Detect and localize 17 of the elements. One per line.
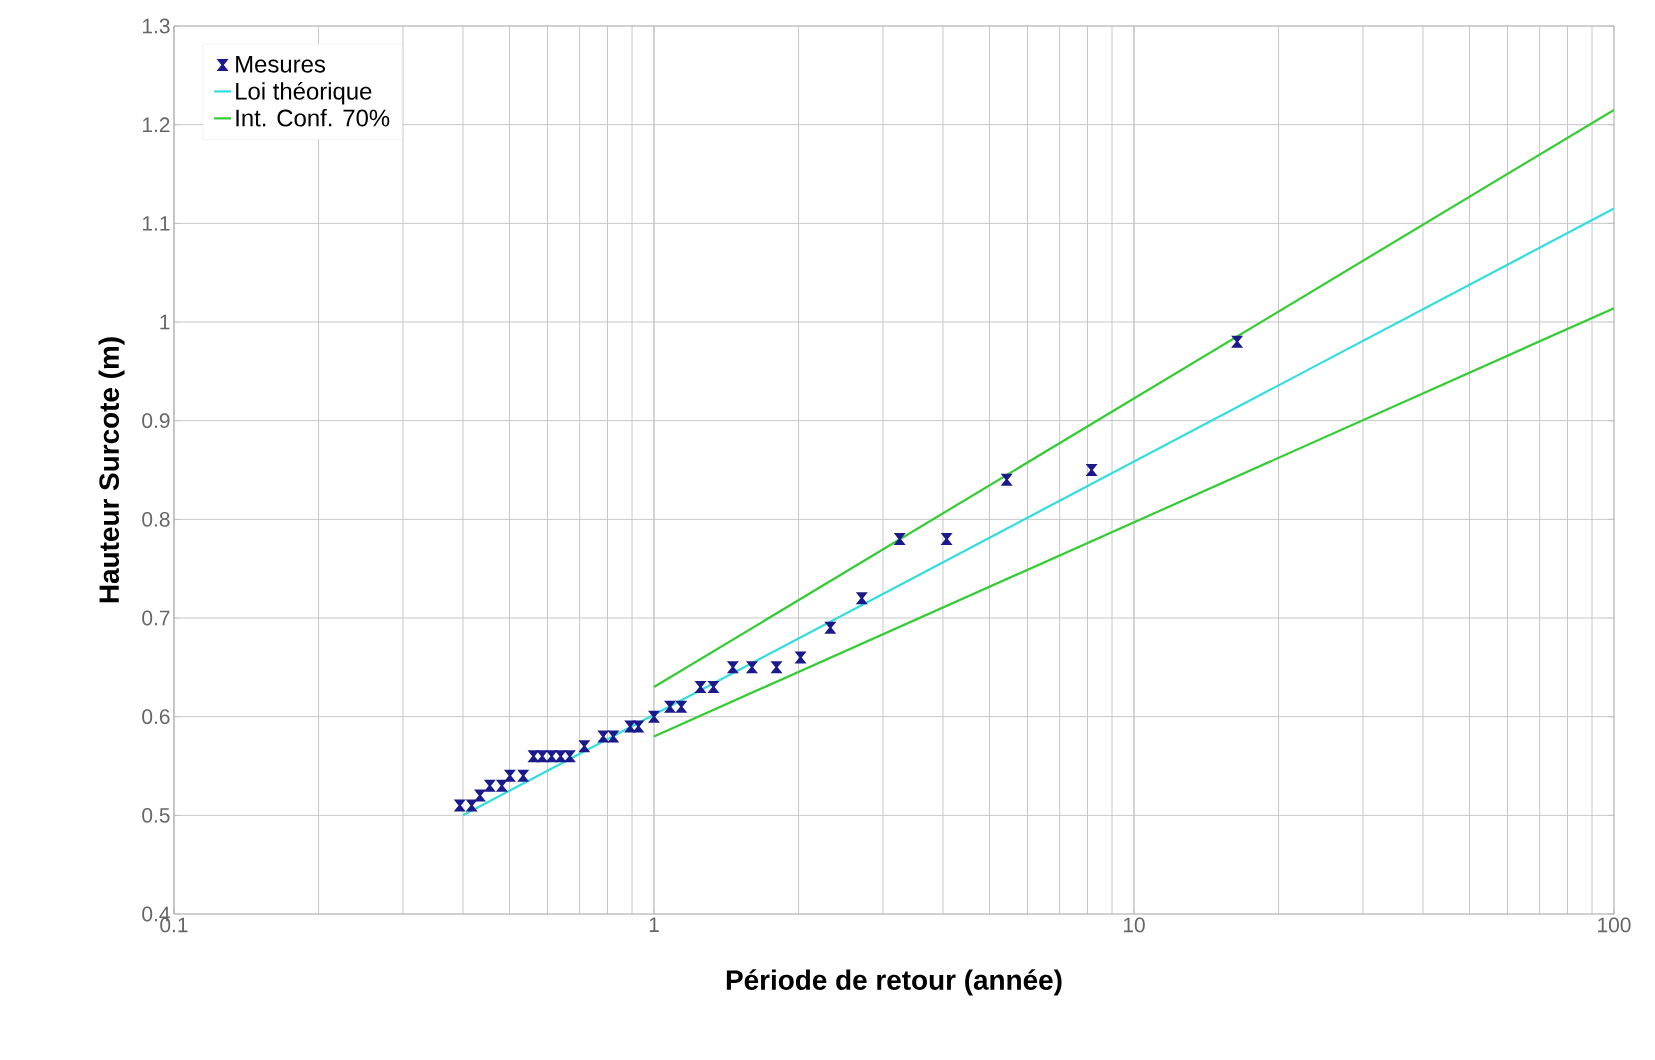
y-tick-label: 0.9 (142, 413, 170, 429)
y-tick-label: 1.2 (142, 117, 170, 132)
y-tick-label: 1.3 (142, 18, 170, 34)
y-tick-label: 0.6 (142, 709, 170, 725)
y-axis-title: Hauteur Surcote (m) (98, 337, 125, 603)
legend-label: Loi théorique (236, 81, 372, 105)
x-tick-label: 100 (1598, 917, 1631, 933)
x-tick-label: 1 (649, 917, 659, 932)
y-tick-label: 0.8 (142, 511, 170, 527)
y-tick-label: 1 (160, 314, 170, 330)
x-axis-title: Période de retour (année) (726, 969, 1062, 996)
y-tick-label: 0.5 (142, 807, 170, 823)
legend-label: Int. Conf. 70% (236, 108, 390, 127)
y-tick-label: 1.1 (142, 216, 170, 231)
y-tick-label: 0.7 (142, 610, 170, 626)
x-tick-label: 10 (1123, 917, 1145, 933)
legend-label: Mesures (236, 55, 326, 73)
